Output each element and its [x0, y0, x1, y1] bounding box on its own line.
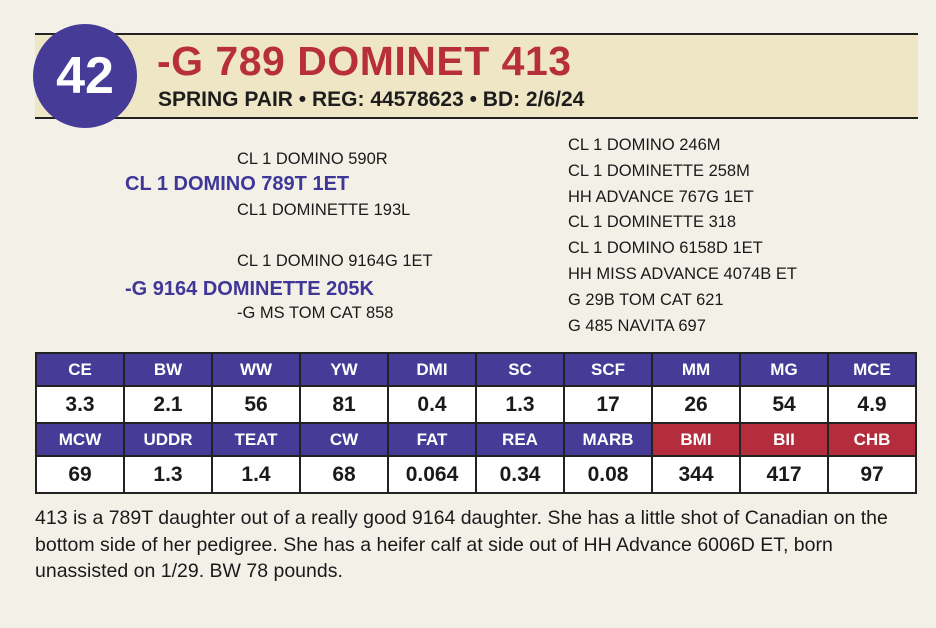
- third-gen-ancestor: CL 1 DOMINETTE 258M: [568, 161, 750, 180]
- epd-value: 54: [739, 385, 829, 424]
- sire-dam: CL1 DOMINETTE 193L: [237, 201, 411, 219]
- epd-header: CHB: [827, 422, 917, 457]
- epd-value: 1.3: [123, 455, 213, 494]
- dam: -G 9164 DOMINETTE 205K: [125, 278, 374, 300]
- epd-header: WW: [211, 352, 301, 387]
- description: 413 is a 789T daughter out of a really g…: [35, 507, 888, 582]
- epd-value: 1.4: [211, 455, 301, 494]
- epd-value: 4.9: [827, 385, 917, 424]
- epd-header: BW: [123, 352, 213, 387]
- epd-value: 0.4: [387, 385, 477, 424]
- epd-header: CW: [299, 422, 389, 457]
- epd-value: 0.064: [387, 455, 477, 494]
- epd-header: YW: [299, 352, 389, 387]
- epd-value: 68: [299, 455, 389, 494]
- epd-value: 17: [563, 385, 653, 424]
- epd-value: 26: [651, 385, 741, 424]
- third-gen-ancestor: HH ADVANCE 767G 1ET: [568, 187, 754, 206]
- third-gen-ancestor: HH MISS ADVANCE 4074B ET: [568, 265, 797, 283]
- epd-value: 81: [299, 385, 389, 424]
- animal-name: -G 789 DOMINET 413: [157, 38, 572, 84]
- third-gen-ancestor: CL 1 DOMINETTE 318: [568, 213, 737, 232]
- epd-header: FAT: [387, 422, 477, 457]
- epd-header: SCF: [563, 352, 653, 387]
- third-gen-ancestor: CL 1 DOMINO 246M: [568, 136, 721, 154]
- epd-header: BII: [739, 422, 829, 457]
- sire-sire: CL 1 DOMINO 590R: [237, 150, 388, 168]
- epd-value: 97: [827, 455, 917, 494]
- epd-value: 3.3: [35, 385, 125, 424]
- dam-dam: -G MS TOM CAT 858: [237, 304, 394, 322]
- epd-value: 417: [739, 455, 829, 494]
- epd-value: 69: [35, 455, 125, 494]
- epd-header: MCW: [35, 422, 125, 457]
- third-gen-ancestor: CL 1 DOMINO 6158D 1ET: [568, 239, 763, 258]
- epd-value: 56: [211, 385, 301, 424]
- epd-value: 1.3: [475, 385, 565, 424]
- epd-value: 344: [651, 455, 741, 494]
- epd-header: DMI: [387, 352, 477, 387]
- epd-table: CE BW WW YW DMI SC SCF MM MG MCE 3.3 2.1 56 81 0.4 1.3 1…: [35, 352, 917, 494]
- header-band: [35, 33, 918, 119]
- epd-header: CE: [35, 352, 125, 387]
- epd-header: BMI: [651, 422, 741, 457]
- dam-sire: CL 1 DOMINO 9164G 1ET: [237, 252, 433, 270]
- epd-value: 0.34: [475, 455, 565, 494]
- epd-value: 0.08: [563, 455, 653, 494]
- epd-value: 2.1: [123, 385, 213, 424]
- epd-header: MM: [651, 352, 741, 387]
- epd-header: TEAT: [211, 422, 301, 457]
- epd-header: MCE: [827, 352, 917, 387]
- epd-header: REA: [475, 422, 565, 457]
- lot-number-badge: 42: [33, 24, 137, 128]
- third-gen-ancestor: G 29B TOM CAT 621: [568, 290, 724, 309]
- third-gen-ancestor: G 485 NAVITA 697: [568, 316, 706, 335]
- epd-header: MARB: [563, 422, 653, 457]
- epd-header: MG: [739, 352, 829, 387]
- epd-header: SC: [475, 352, 565, 387]
- epd-header: UDDR: [123, 422, 213, 457]
- animal-details: SPRING PAIR • REG: 44578623 • BD: 2/6/24: [158, 88, 585, 111]
- sire: CL 1 DOMINO 789T 1ET: [125, 173, 350, 195]
